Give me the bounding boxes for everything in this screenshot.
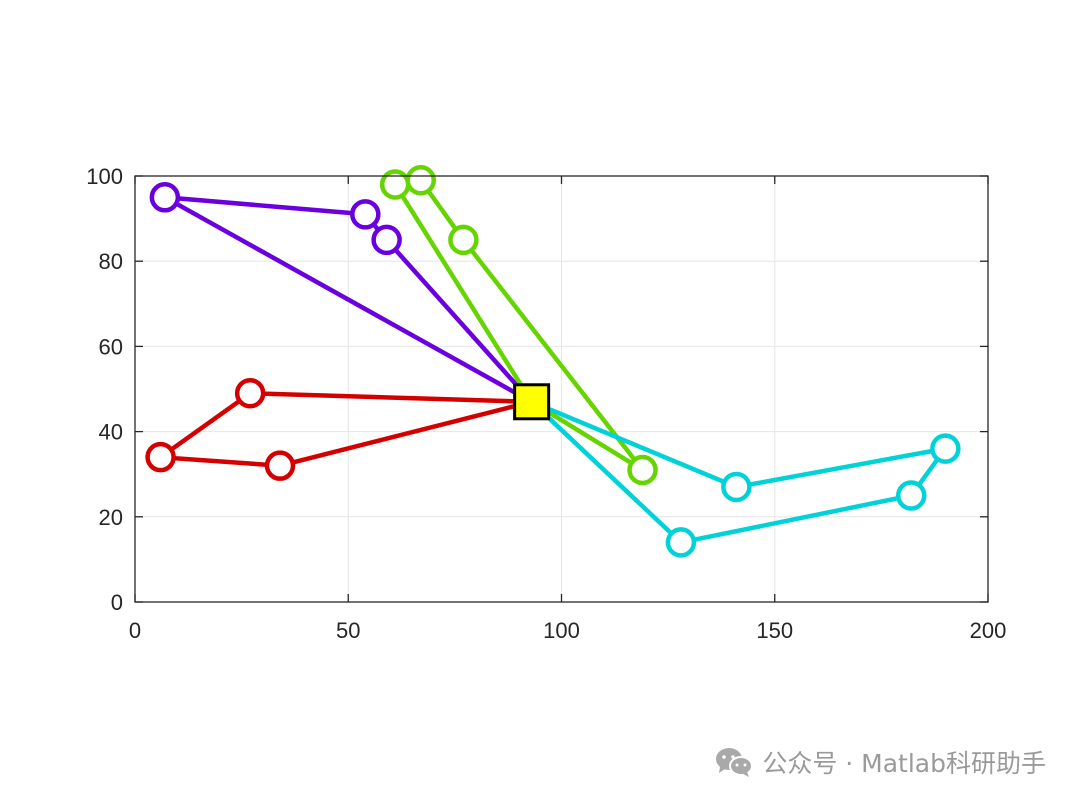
series-point-4 xyxy=(721,471,752,503)
watermark: 公众号 · Matlab科研助手 xyxy=(714,744,1046,780)
series-point-4 xyxy=(895,480,927,511)
series-point-1 xyxy=(145,441,176,473)
y-tick-label: 0 xyxy=(111,590,123,615)
y-tick-label: 60 xyxy=(99,334,123,359)
axis-ticks xyxy=(134,175,989,603)
hub-marker xyxy=(513,383,551,421)
hub-layer xyxy=(513,383,551,421)
series-point-1 xyxy=(264,450,296,481)
y-tick-label: 40 xyxy=(99,420,123,445)
series-line-3 xyxy=(392,178,645,473)
watermark-text: 公众号 · Matlab科研助手 xyxy=(762,749,1046,778)
series-point-4 xyxy=(665,527,697,558)
tick-labels: 0 50 100 150 200 0 20 40 60 80 100 xyxy=(86,164,1006,643)
series-point-2 xyxy=(149,182,181,213)
series-point-2 xyxy=(350,199,381,230)
series-point-4 xyxy=(930,433,961,464)
series-lines xyxy=(158,178,948,545)
series-point-3 xyxy=(405,165,437,196)
series-markers xyxy=(145,165,961,558)
wechat-icon xyxy=(716,748,754,777)
series-line-4 xyxy=(529,399,948,545)
series-point-3 xyxy=(627,454,658,486)
x-tick-label: 150 xyxy=(756,618,793,643)
x-tick-label: 0 xyxy=(129,618,141,643)
grid-lines xyxy=(135,176,988,602)
x-tick-label: 50 xyxy=(336,618,360,643)
series-point-2 xyxy=(371,224,402,256)
series-point-1 xyxy=(234,378,266,409)
y-tick-label: 20 xyxy=(99,505,123,530)
y-tick-label: 80 xyxy=(99,249,123,274)
series-point-3 xyxy=(448,224,479,256)
x-tick-label: 100 xyxy=(543,618,580,643)
x-tick-label: 200 xyxy=(970,618,1007,643)
y-tick-label: 100 xyxy=(86,164,123,189)
